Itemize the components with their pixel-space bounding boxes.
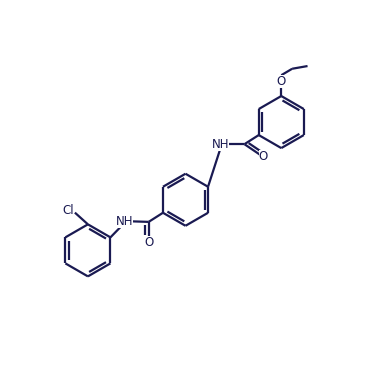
Text: O: O <box>259 150 268 163</box>
Text: NH: NH <box>211 138 229 151</box>
Text: O: O <box>144 236 153 249</box>
Text: NH: NH <box>116 215 133 228</box>
Text: O: O <box>277 75 286 88</box>
Text: Cl: Cl <box>63 204 74 217</box>
